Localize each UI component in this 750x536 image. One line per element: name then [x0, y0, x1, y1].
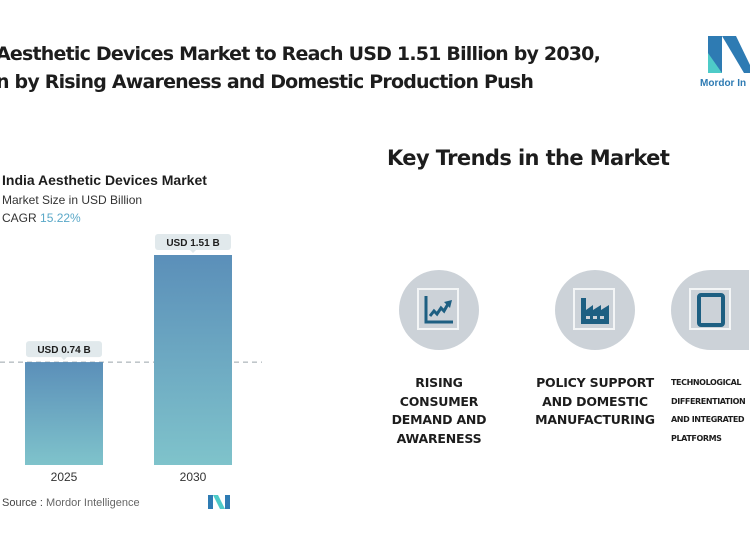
x-tick-2030: 2030 — [180, 470, 207, 484]
title-line-2: n by Rising Awareness and Domestic Produ… — [0, 71, 534, 93]
trend-label: POLICY SUPPORT AND DOMESTIC MANUFACTURIN… — [535, 375, 655, 427]
bar-2025 — [25, 362, 103, 465]
key-trends-title: Key Trends in the Market — [387, 146, 670, 170]
chart-title: India Aesthetic Devices Market — [2, 172, 207, 188]
trend-label: TECHNOLOGICAL DIFFERENTIATION AND INTEGR… — [671, 378, 746, 443]
data-label-pointer — [61, 357, 67, 361]
cagr-value: 15.22% — [40, 211, 81, 225]
title-line-1: Aesthetic Devices Market to Reach USD 1.… — [0, 43, 601, 65]
chart-subtitle: Market Size in USD Billion — [2, 193, 143, 207]
trend-item-technology: TECHNOLOGICAL DIFFERENTIATION AND INTEGR… — [671, 270, 749, 448]
trend-label: RISING CONSUMER DEMAND AND AWARENESS — [391, 375, 487, 446]
data-label-bg-2025 — [26, 341, 102, 358]
trend-item-policy-support: POLICY SUPPORT AND DOMESTIC MANUFACTURIN… — [515, 270, 675, 430]
x-tick-2025: 2025 — [51, 470, 78, 484]
trend-icon-circle — [671, 270, 749, 350]
data-label-pointer — [190, 250, 196, 253]
bar-chart: USD 0.74 B USD 1.51 B 2025 2030 — [0, 234, 262, 484]
mordor-logo-icon — [708, 36, 750, 73]
mordor-mini-logo-icon — [208, 495, 230, 509]
chart-cagr: CAGR 15.22% — [2, 211, 81, 225]
data-label-2030: USD 1.51 B — [166, 238, 219, 249]
bar-2030 — [154, 255, 232, 465]
trend-chart-icon — [424, 296, 453, 324]
cagr-label: CAGR — [2, 211, 37, 225]
factory-icon — [581, 298, 609, 324]
data-label-bg-2030 — [155, 234, 231, 250]
page-title: Aesthetic Devices Market to Reach USD 1.… — [0, 40, 676, 96]
data-label-2025: USD 0.74 B — [37, 345, 90, 356]
tablet-icon — [697, 293, 725, 327]
source-note: Source : Mordor Intelligence — [2, 497, 140, 509]
trend-item-consumer-demand: RISING CONSUMER DEMAND AND AWARENESS — [359, 270, 519, 448]
logo-text: Mordor In — [700, 78, 747, 89]
source-value: Mordor Intelligence — [46, 497, 140, 509]
trend-icon-circle — [399, 270, 479, 350]
trend-icon-circle — [555, 270, 635, 350]
source-label: Source : — [2, 497, 43, 509]
